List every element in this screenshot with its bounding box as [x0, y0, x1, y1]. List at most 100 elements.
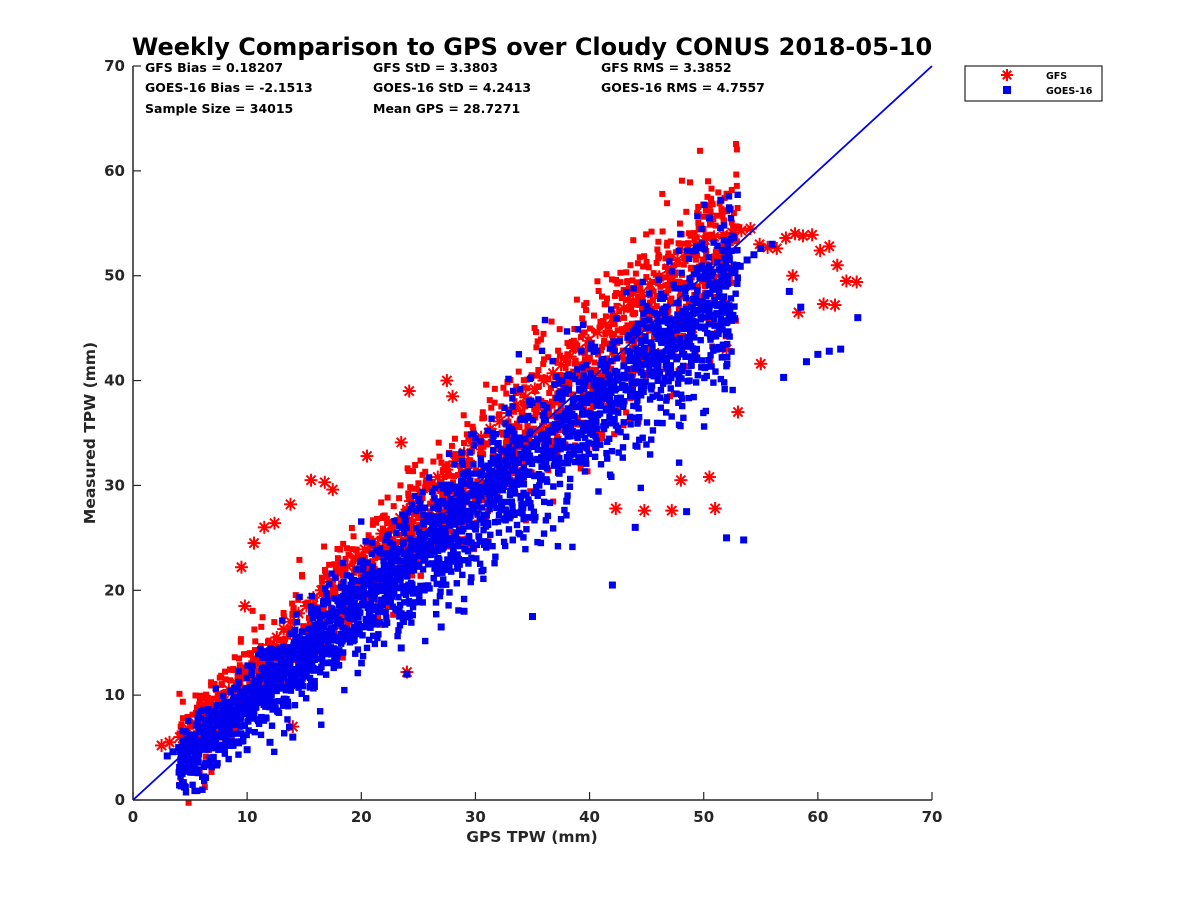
goes16-point	[634, 350, 642, 358]
gfs-point	[431, 470, 445, 484]
gfs-point	[234, 560, 248, 574]
goes16-point	[175, 744, 183, 752]
goes16-point	[750, 251, 758, 259]
axes	[132, 66, 932, 801]
goes16-point	[723, 274, 731, 282]
goes16-point	[403, 670, 411, 678]
gfs-point	[617, 301, 631, 315]
stat-goes16-rms: GOES-16 RMS = 4.7557	[601, 80, 765, 95]
goes16-point	[736, 262, 744, 270]
y-tick-label: 40	[104, 372, 125, 390]
goes16-point	[289, 733, 297, 741]
x-tick-label: 50	[693, 808, 714, 826]
goes16-point	[740, 536, 748, 544]
legend-marker-goes16	[1003, 86, 1011, 94]
legend-marker-gfs	[1001, 69, 1013, 81]
x-tick-label: 30	[465, 808, 486, 826]
goes16-point	[202, 721, 210, 729]
x-tick-label: 20	[351, 808, 372, 826]
goes16-point	[291, 644, 299, 652]
goes16-point	[529, 613, 536, 620]
stat-mean-gps: Mean GPS = 28.7271	[373, 101, 520, 116]
goes16-point	[180, 741, 188, 749]
gfs-point	[554, 358, 568, 372]
gfs-point	[637, 504, 651, 518]
goes16-point	[709, 285, 717, 293]
gfs-point	[268, 516, 282, 530]
goes16-point	[683, 508, 691, 516]
goes16-point	[271, 662, 279, 670]
goes16-point	[702, 292, 710, 300]
gfs-point	[277, 622, 291, 636]
gfs-point	[708, 501, 722, 515]
stat-gfs-std: GFS StD = 3.3803	[373, 60, 498, 75]
goes16-point	[599, 380, 607, 388]
goes16-point	[223, 703, 231, 711]
goes16-point	[631, 523, 639, 531]
goes16-point	[462, 497, 470, 505]
goes16-point	[195, 726, 203, 734]
goes16-point	[264, 667, 272, 675]
goes16-point	[627, 357, 635, 365]
statistics-annotations: GFS Bias = 0.18207 GFS StD = 3.3803 GFS …	[145, 60, 765, 116]
gfs-point	[830, 258, 844, 272]
goes16-point	[538, 432, 546, 440]
gfs-point	[270, 630, 284, 644]
gfs-point	[786, 269, 800, 283]
gfs-point	[238, 599, 252, 613]
gfs-point	[304, 473, 318, 487]
gfs-point	[326, 483, 340, 497]
goes16-point	[647, 339, 655, 347]
goes16-point	[768, 240, 776, 248]
goes16-point	[797, 303, 805, 311]
goes16-point	[558, 415, 566, 423]
chart-title: Weekly Comparison to GPS over Cloudy CON…	[132, 33, 932, 61]
stat-goes16-bias: GOES-16 Bias = -2.1513	[145, 80, 313, 95]
goes16-point	[209, 744, 217, 752]
goes16-point	[565, 409, 573, 417]
goes16-point	[723, 534, 731, 542]
gfs-point	[731, 405, 745, 419]
gfs-point	[358, 542, 372, 556]
goes16-point	[586, 391, 594, 399]
gfs-point	[394, 435, 408, 449]
goes16-point	[854, 314, 862, 322]
goes16-point	[661, 327, 669, 335]
gfs-point	[674, 473, 688, 487]
goes16-point	[414, 538, 422, 546]
goes16-point	[524, 445, 532, 453]
goes16-point	[592, 386, 600, 394]
goes16-point	[243, 685, 251, 693]
goes16-point	[394, 556, 402, 564]
goes16-point	[531, 438, 539, 446]
goes16-point	[476, 486, 484, 494]
goes16-point	[544, 427, 552, 435]
goes16-point	[397, 644, 405, 652]
plot-area	[155, 140, 864, 806]
gfs-point	[796, 229, 810, 243]
stat-sample-size: Sample Size = 34015	[145, 101, 293, 116]
goes16-point	[250, 680, 258, 688]
goes16-point	[675, 315, 683, 323]
y-tick-label: 20	[104, 581, 125, 599]
gfs-point	[528, 382, 542, 396]
x-tick-label: 70	[922, 808, 943, 826]
gfs-point	[754, 357, 768, 371]
goes16-point	[654, 333, 662, 341]
gfs-point	[670, 253, 684, 267]
goes16-point	[435, 520, 443, 528]
goes16-point	[442, 515, 450, 523]
goes16-point	[182, 737, 190, 745]
goes16-point	[688, 303, 696, 311]
goes16-point	[437, 623, 445, 631]
goes16-point	[780, 373, 788, 381]
goes16-point	[298, 638, 306, 646]
goes16-point	[757, 244, 765, 252]
stat-goes16-std: GOES-16 StD = 4.2413	[373, 80, 531, 95]
gfs-point	[599, 318, 613, 332]
goes16-point	[613, 368, 621, 376]
goes16-point	[503, 462, 511, 470]
goes16-point	[277, 655, 285, 663]
goes16-point	[490, 474, 498, 482]
